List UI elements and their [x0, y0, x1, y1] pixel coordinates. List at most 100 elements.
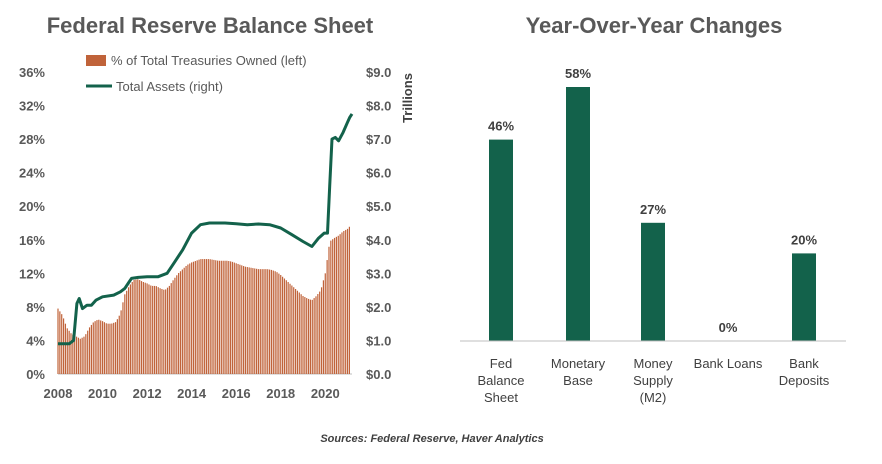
treasuries-bar — [88, 327, 91, 374]
treasuries-bar — [315, 296, 317, 374]
treasuries-bar — [75, 336, 78, 374]
treasuries-bar — [241, 265, 243, 374]
treasuries-bar — [205, 259, 208, 374]
treasuries-bar — [265, 269, 267, 374]
treasuries-bar — [152, 285, 154, 374]
treasuries-bar — [215, 260, 217, 374]
treasuries-bar — [148, 284, 150, 374]
treasuries-bar — [228, 261, 230, 374]
treasuries-bar — [189, 263, 191, 374]
treasuries-bar — [256, 268, 258, 374]
treasuries-bar — [261, 269, 263, 374]
treasuries-bar — [64, 323, 67, 374]
treasuries-bar — [302, 295, 304, 374]
yoy-data-label: 46% — [488, 119, 514, 134]
treasuries-bar — [129, 284, 131, 374]
treasuries-bar — [161, 288, 163, 374]
treasuries-bar — [124, 294, 126, 374]
treasuries-bar — [211, 259, 213, 374]
treasuries-bar — [137, 279, 139, 374]
treasuries-bar — [233, 262, 235, 374]
treasuries-bar — [87, 330, 89, 374]
x-tick: 2008 — [44, 386, 73, 401]
balance-sheet-chart: Federal Reserve Balance Sheet 0% 4% 8% 12% 1… — [19, 13, 415, 401]
right-axis-title: Trillions — [400, 73, 415, 123]
treasuries-bar — [226, 260, 228, 374]
treasuries-bar — [144, 282, 146, 374]
treasuries-bar — [268, 269, 271, 374]
x-tick: 2020 — [311, 386, 340, 401]
treasuries-bar — [153, 285, 156, 374]
treasuries-bar — [111, 323, 113, 374]
treasuries-bar — [135, 279, 137, 374]
treasuries-bar — [81, 337, 83, 374]
treasuries-bar — [248, 267, 250, 374]
treasuries-bar — [294, 288, 297, 374]
treasuries-bar — [306, 298, 308, 374]
treasuries-bar — [142, 282, 144, 374]
left-y-tick: 4% — [26, 333, 45, 348]
left-tick-labels: 0% 4% 8% 12% 16% 20% 24% 28% 32% 36% $0.0 $1.0 $2.0 $… — [19, 65, 391, 401]
treasuries-bar — [139, 280, 141, 374]
yoy-title: Year-Over-Year Changes — [526, 13, 783, 38]
right-y-tick: $0.0 — [366, 367, 391, 382]
treasuries-bar — [140, 281, 143, 374]
treasuries-bar — [101, 321, 104, 374]
treasuries-bar — [179, 271, 182, 374]
right-y-tick: $8.0 — [366, 99, 391, 114]
treasuries-bar — [200, 259, 202, 374]
treasuries-bar — [94, 321, 96, 374]
yoy-category-label: Monetary Base — [551, 356, 606, 388]
legend: % of Total Treasuries Owned (left) Total… — [86, 53, 307, 94]
treasuries-bar — [243, 266, 245, 374]
treasuries-bar — [170, 283, 172, 374]
treasuries-bar — [198, 259, 200, 374]
treasuries-bar — [281, 276, 284, 374]
treasuries-bar — [283, 278, 286, 374]
treasuries-bar — [235, 263, 237, 374]
treasuries-bar — [62, 318, 65, 374]
source-note: Sources: Federal Reserve, Haver Analytic… — [320, 433, 543, 445]
treasuries-bar — [146, 283, 148, 374]
legend-line-label: Total Assets (right) — [116, 79, 223, 94]
treasuries-bar — [96, 320, 98, 374]
yoy-bar — [489, 139, 513, 341]
treasuries-bar — [289, 283, 291, 374]
treasuries-bar — [127, 287, 130, 374]
yoy-bar — [566, 87, 590, 341]
treasuries-bar — [178, 272, 180, 374]
treasuries-bar — [333, 237, 336, 374]
treasuries-bar — [259, 269, 261, 374]
treasuries-bar — [317, 294, 319, 374]
left-y-tick: 28% — [19, 132, 45, 147]
treasuries-bar — [183, 267, 185, 374]
treasuries-bar — [298, 292, 300, 374]
treasuries-bar — [335, 236, 338, 374]
yoy-category-label: Bank Loans — [694, 356, 763, 371]
treasuries-bar — [90, 324, 93, 374]
treasuries-bar — [68, 330, 70, 374]
treasuries-bar — [150, 285, 152, 374]
yoy-changes-chart: Year-Over-Year Changes 46% Fed Balance Shee… — [460, 13, 846, 405]
treasuries-bar — [92, 322, 94, 374]
legend-bar-swatch — [86, 55, 106, 66]
treasuries-bar — [293, 287, 295, 374]
treasuries-bar — [116, 319, 118, 374]
x-tick: 2016 — [222, 386, 251, 401]
treasuries-bar — [105, 323, 107, 374]
treasuries-bar — [122, 302, 124, 374]
treasuries-bar — [194, 261, 196, 374]
treasuries-bar — [204, 259, 206, 374]
treasuries-bar — [207, 259, 209, 374]
left-y-tick: 32% — [19, 99, 45, 114]
treasuries-bar — [209, 259, 211, 374]
yoy-bar — [641, 222, 665, 341]
treasuries-bar — [252, 268, 254, 374]
left-y-tick: 8% — [26, 300, 45, 315]
treasuries-bar — [218, 260, 221, 374]
treasuries-bar — [270, 269, 273, 374]
treasuries-bar — [337, 235, 339, 374]
treasuries-bar — [332, 239, 334, 374]
treasuries-bar — [328, 246, 330, 374]
